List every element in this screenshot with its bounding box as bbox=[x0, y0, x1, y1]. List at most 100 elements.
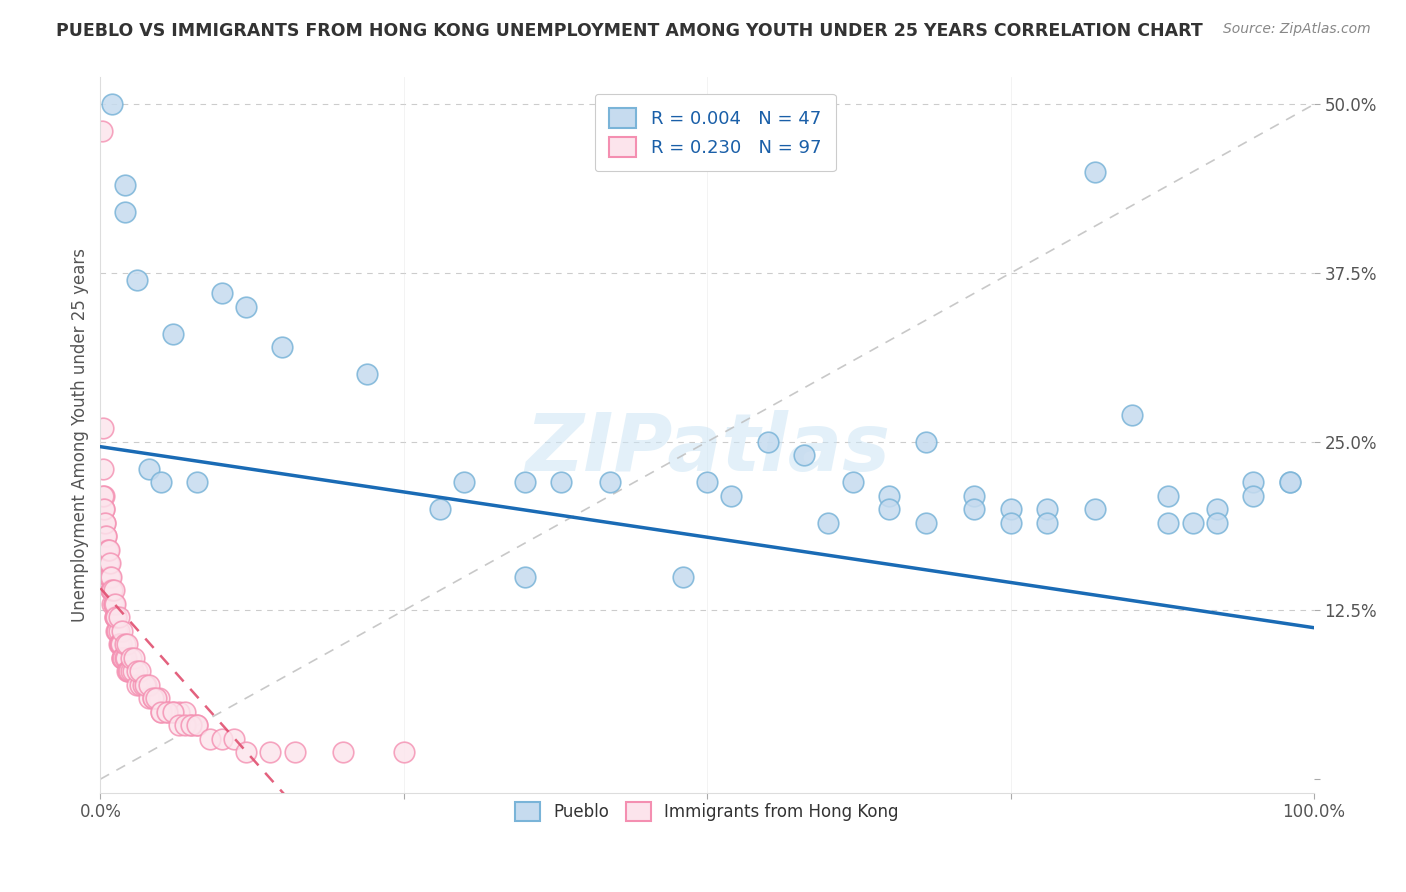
Point bbox=[696, 475, 718, 490]
Point bbox=[104, 597, 127, 611]
Point bbox=[97, 556, 120, 570]
Point bbox=[141, 691, 163, 706]
Point bbox=[118, 664, 141, 678]
Point bbox=[914, 516, 936, 530]
Point bbox=[104, 610, 127, 624]
Point bbox=[271, 340, 294, 354]
Point bbox=[198, 731, 221, 746]
Point bbox=[356, 368, 378, 382]
Point bbox=[283, 745, 305, 759]
Point bbox=[115, 637, 138, 651]
Point bbox=[150, 705, 173, 719]
Point bbox=[211, 286, 233, 301]
Point bbox=[211, 731, 233, 746]
Point bbox=[114, 178, 136, 193]
Point bbox=[672, 570, 695, 584]
Point bbox=[117, 664, 139, 678]
Point bbox=[91, 421, 114, 435]
Point bbox=[1036, 516, 1059, 530]
Point bbox=[186, 718, 208, 732]
Point bbox=[105, 610, 128, 624]
Point bbox=[162, 705, 184, 719]
Point bbox=[141, 691, 163, 706]
Point bbox=[105, 624, 128, 638]
Point bbox=[120, 664, 142, 678]
Point bbox=[101, 97, 124, 112]
Point bbox=[93, 489, 115, 503]
Point bbox=[97, 542, 120, 557]
Point bbox=[877, 502, 900, 516]
Point bbox=[129, 664, 152, 678]
Point bbox=[107, 610, 129, 624]
Point bbox=[97, 542, 120, 557]
Text: ZIPatlas: ZIPatlas bbox=[524, 410, 890, 488]
Point bbox=[186, 718, 208, 732]
Point bbox=[914, 434, 936, 449]
Point bbox=[98, 570, 121, 584]
Point bbox=[115, 664, 138, 678]
Point bbox=[112, 650, 135, 665]
Point bbox=[105, 624, 128, 638]
Point bbox=[1000, 502, 1022, 516]
Point bbox=[93, 502, 115, 516]
Point bbox=[1278, 475, 1301, 490]
Point bbox=[174, 718, 197, 732]
Text: Source: ZipAtlas.com: Source: ZipAtlas.com bbox=[1223, 22, 1371, 37]
Point bbox=[125, 273, 148, 287]
Point bbox=[235, 745, 257, 759]
Point bbox=[108, 637, 131, 651]
Point bbox=[162, 326, 184, 341]
Point bbox=[513, 570, 536, 584]
Point bbox=[1181, 516, 1204, 530]
Point bbox=[877, 489, 900, 503]
Point bbox=[156, 705, 179, 719]
Point bbox=[429, 502, 451, 516]
Point bbox=[108, 637, 131, 651]
Point bbox=[105, 624, 128, 638]
Point bbox=[124, 650, 146, 665]
Point bbox=[235, 300, 257, 314]
Point bbox=[96, 529, 118, 543]
Point bbox=[1084, 165, 1107, 179]
Point bbox=[98, 556, 121, 570]
Point bbox=[148, 691, 170, 706]
Point bbox=[1084, 502, 1107, 516]
Point bbox=[222, 731, 245, 746]
Point bbox=[94, 516, 117, 530]
Point bbox=[97, 570, 120, 584]
Point bbox=[91, 462, 114, 476]
Point bbox=[110, 637, 132, 651]
Point bbox=[138, 678, 160, 692]
Point bbox=[105, 610, 128, 624]
Point bbox=[96, 542, 118, 557]
Point bbox=[138, 691, 160, 706]
Point bbox=[1036, 502, 1059, 516]
Point bbox=[332, 745, 354, 759]
Point bbox=[1157, 516, 1180, 530]
Point bbox=[550, 475, 572, 490]
Point bbox=[156, 705, 179, 719]
Point bbox=[111, 624, 134, 638]
Point bbox=[143, 691, 166, 706]
Point bbox=[132, 678, 155, 692]
Point bbox=[91, 489, 114, 503]
Point bbox=[1241, 489, 1264, 503]
Point bbox=[103, 597, 125, 611]
Point bbox=[963, 489, 986, 503]
Point bbox=[103, 597, 125, 611]
Point bbox=[103, 583, 125, 598]
Point bbox=[110, 637, 132, 651]
Point bbox=[114, 637, 136, 651]
Point bbox=[107, 624, 129, 638]
Point bbox=[100, 570, 122, 584]
Point bbox=[101, 583, 124, 598]
Point bbox=[135, 678, 157, 692]
Point bbox=[756, 434, 779, 449]
Point bbox=[150, 705, 173, 719]
Point bbox=[145, 691, 167, 706]
Point bbox=[1121, 408, 1143, 422]
Point bbox=[180, 718, 202, 732]
Point bbox=[100, 583, 122, 598]
Text: PUEBLO VS IMMIGRANTS FROM HONG KONG UNEMPLOYMENT AMONG YOUTH UNDER 25 YEARS CORR: PUEBLO VS IMMIGRANTS FROM HONG KONG UNEM… bbox=[56, 22, 1204, 40]
Point bbox=[720, 489, 742, 503]
